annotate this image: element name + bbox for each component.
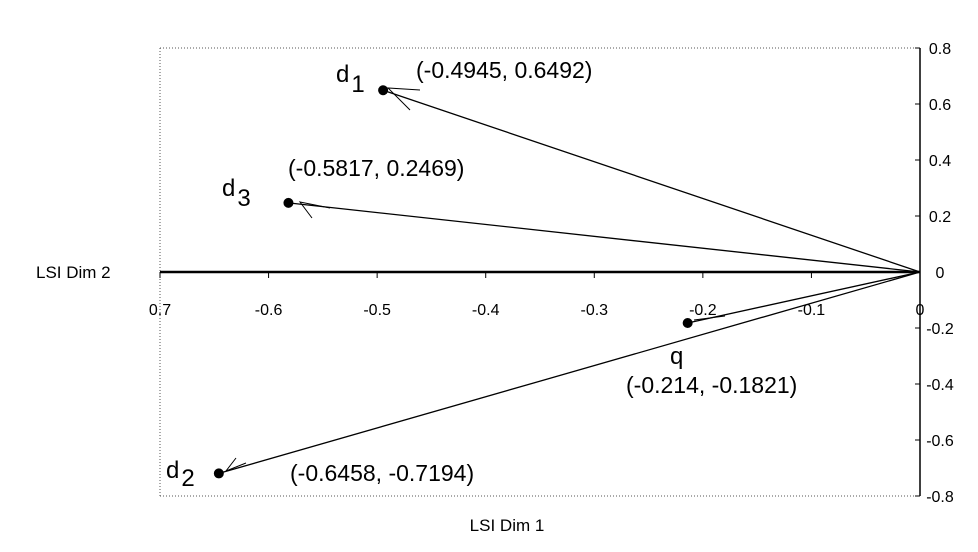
point-label-q: q [670, 343, 683, 370]
point-d3 [283, 197, 294, 208]
point-d1 [378, 85, 389, 96]
point-label-base: d [166, 457, 179, 484]
y-tick-label: 0 [936, 265, 945, 282]
coord-label-d2: (-0.6458, -0.7194) [290, 460, 474, 486]
coord-label-d3: (-0.5817, 0.2469) [288, 155, 464, 181]
y-tick-label: 0.2 [929, 209, 951, 226]
x-tick-label: -0.2 [689, 302, 717, 319]
vector-d2 [218, 271, 921, 475]
point-label-subscript: 3 [237, 185, 250, 212]
x-axis-label: LSI Dim 1 [470, 516, 545, 535]
y-tick-label: 0.6 [929, 97, 951, 114]
point-label-base: q [670, 343, 683, 370]
x-tick-label: 0 [916, 302, 925, 319]
point-label-base: d [222, 175, 235, 202]
point-q [682, 317, 693, 328]
y-tick-label: -0.6 [926, 433, 954, 450]
pointer-d3 [298, 201, 331, 219]
y-tick-label: 0.4 [929, 153, 951, 170]
pointer-d2 [224, 457, 247, 473]
point-label-d1: d1 [336, 61, 365, 98]
y-axis-label: LSI Dim 2 [36, 263, 111, 282]
vector-d3 [288, 202, 921, 273]
x-tick-label: -0.4 [472, 302, 500, 319]
point-label-d3: d3 [222, 175, 251, 212]
x-tick-label: -0.1 [798, 302, 826, 319]
y-tick-label: -0.4 [926, 377, 954, 394]
point-label-base: d [336, 61, 349, 88]
x-tick-label: 0.7 [149, 302, 171, 319]
vector-d1 [382, 89, 921, 273]
x-tick-label: -0.6 [255, 302, 283, 319]
coord-label-q: (-0.214, -0.1821) [626, 372, 797, 398]
point-label-subscript: 2 [181, 465, 194, 492]
y-tick-label: -0.8 [926, 489, 954, 506]
pointer-q [693, 315, 726, 321]
vector-q [687, 271, 921, 324]
coord-label-d1: (-0.4945, 0.6492) [416, 57, 592, 83]
x-tick-label: -0.3 [580, 302, 608, 319]
pointer-d1 [386, 87, 421, 111]
y-tick-label: 0.8 [929, 41, 951, 58]
point-label-subscript: 1 [351, 71, 364, 98]
x-tick-label: -0.5 [363, 302, 391, 319]
y-tick-label: -0.2 [926, 321, 954, 338]
point-label-d2: d2 [166, 457, 195, 492]
point-d2 [213, 468, 224, 479]
